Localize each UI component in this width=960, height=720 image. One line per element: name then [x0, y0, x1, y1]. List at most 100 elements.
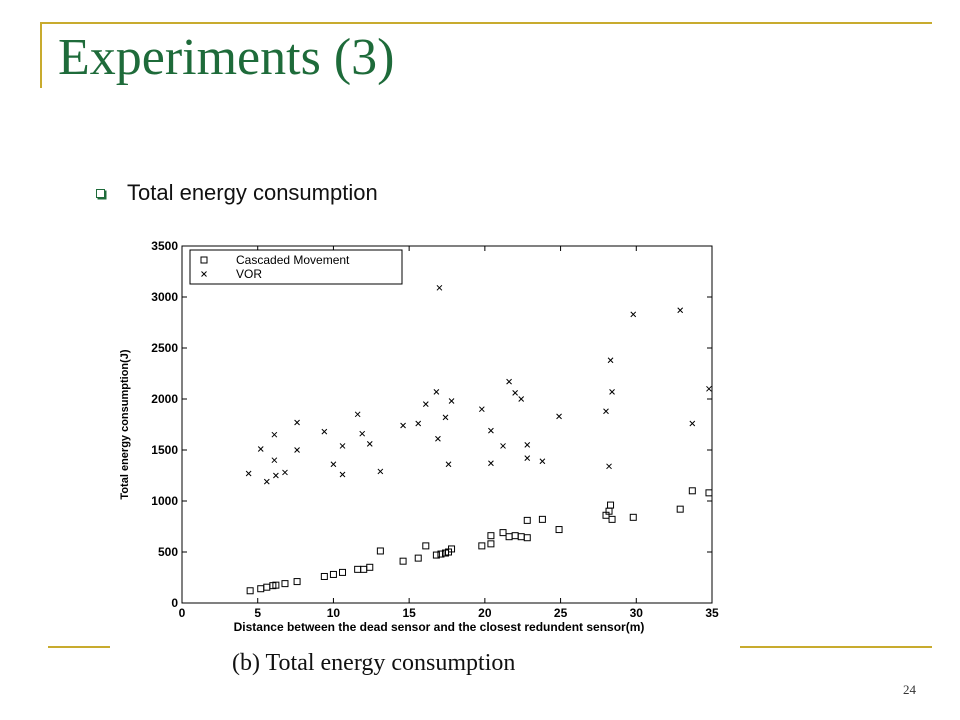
- y-tick-label: 1000: [151, 494, 178, 508]
- data-point-cascaded: [339, 568, 347, 576]
- page-number: 24: [903, 682, 916, 697]
- data-point-cascaded: [366, 563, 374, 571]
- scatter-chart: 0 5 10 15 20 25 30 35 0 500 1000 1500 2000 2500 3000 35…: [110, 228, 740, 680]
- data-point-vor: [273, 472, 279, 479]
- data-point-cascaded: [487, 540, 495, 548]
- legend-box: [189, 249, 403, 285]
- data-point-cascaded: [478, 542, 486, 550]
- data-point-cascaded: [354, 565, 362, 573]
- legend-label: Cascaded Movement: [236, 253, 350, 267]
- data-point-cascaded: [257, 585, 265, 593]
- bottom-left-accent-line: [48, 646, 110, 648]
- data-point-cascaded: [523, 534, 531, 542]
- y-tick-label: 500: [158, 545, 178, 559]
- data-point-vor: [500, 443, 506, 449]
- legend-label: VOR: [236, 267, 262, 281]
- data-point-vor: [294, 419, 300, 426]
- data-point-cascaded: [688, 487, 696, 495]
- x-tick-label: 25: [554, 606, 568, 620]
- data-point-vor: [257, 446, 264, 452]
- data-point-cascaded: [246, 587, 254, 595]
- y-tick-label: 3000: [151, 290, 178, 304]
- data-point-vor: [435, 435, 441, 442]
- y-tick-label: 1500: [151, 443, 178, 457]
- x-axis-label: Distance between the dead sensor and the…: [234, 620, 645, 634]
- data-point-vor: [512, 390, 518, 396]
- plot-frame: [181, 245, 713, 604]
- data-point-cascaded: [281, 580, 289, 588]
- data-point-vor: [488, 460, 494, 467]
- data-point-vor: [271, 457, 278, 464]
- data-point-cascaded: [511, 532, 519, 540]
- data-point-vor: [445, 461, 452, 468]
- bullet-item: Total energy consumption: [96, 180, 378, 206]
- x-tick-label: 5: [254, 606, 261, 620]
- data-point-vor: [706, 385, 712, 392]
- data-point-cascaded: [320, 572, 328, 580]
- data-point-vor: [539, 458, 546, 465]
- data-point-vor: [245, 470, 252, 477]
- data-point-cascaded: [607, 501, 615, 509]
- data-point-vor: [630, 311, 637, 318]
- data-point-vor: [609, 389, 615, 395]
- data-point-vor: [607, 357, 614, 364]
- data-point-vor: [339, 471, 346, 478]
- top-accent-line: [40, 22, 932, 24]
- data-point-cascaded: [705, 489, 713, 497]
- y-tick-label: 0: [171, 596, 178, 610]
- data-point-cascaded: [422, 542, 430, 550]
- data-point-vor: [603, 408, 609, 415]
- x-tick-label: 20: [478, 606, 492, 620]
- data-point-vor: [556, 413, 562, 420]
- data-point-vor: [354, 411, 361, 418]
- data-point-cascaded: [329, 570, 337, 578]
- data-point-cascaded: [414, 554, 422, 562]
- data-point-vor: [442, 414, 449, 421]
- y-axis-label: Total energy consumption(J): [119, 349, 131, 499]
- chart-svg: 0 5 10 15 20 25 30 35 0 500 1000 1500 2000 2500 3000 35…: [119, 239, 719, 634]
- data-point-cascaded: [376, 547, 384, 555]
- data-point-vor: [263, 478, 270, 485]
- data-point-vor: [433, 389, 440, 395]
- data-point-cascaded: [432, 551, 440, 559]
- data-point-cascaded: [517, 533, 525, 541]
- data-point-cascaded: [608, 515, 616, 523]
- data-point-cascaded: [499, 529, 507, 537]
- data-point-vor: [606, 463, 612, 470]
- data-point-vor: [400, 422, 406, 429]
- data-point-cascaded: [360, 565, 368, 573]
- data-point-cascaded: [399, 557, 407, 565]
- data-point-cascaded: [487, 532, 495, 540]
- data-point-vor: [677, 307, 684, 314]
- data-point-cascaded: [676, 505, 684, 513]
- data-point-cascaded: [505, 533, 513, 541]
- y-tick-label: 2500: [151, 341, 178, 355]
- y-tick-label: 2000: [151, 392, 178, 406]
- data-point-cascaded: [555, 526, 563, 534]
- data-point-cascaded: [629, 513, 637, 521]
- data-point-cascaded: [263, 583, 271, 591]
- data-point-vor: [436, 284, 443, 291]
- data-point-vor: [330, 461, 337, 468]
- data-point-vor: [282, 469, 288, 476]
- data-point-vor: [478, 406, 485, 413]
- x-tick-label: 30: [630, 606, 644, 620]
- data-point-vor: [524, 442, 531, 448]
- data-point-vor: [422, 401, 429, 407]
- x-tick-label: 10: [327, 606, 341, 620]
- data-point-vor: [448, 398, 455, 404]
- data-point-vor: [518, 396, 525, 402]
- slide-title: Experiments (3): [58, 29, 395, 86]
- data-point-vor: [339, 443, 346, 449]
- bullet-text: Total energy consumption: [127, 180, 378, 205]
- data-point-cascaded: [523, 516, 531, 524]
- data-point-vor: [689, 420, 696, 427]
- data-point-cascaded: [200, 256, 208, 264]
- data-point-cascaded: [538, 515, 546, 523]
- data-point-vor: [366, 441, 373, 447]
- bottom-right-accent-line: [736, 646, 932, 648]
- x-tick-label: 35: [705, 606, 719, 620]
- figure-caption: (b) Total energy consumption: [232, 650, 516, 676]
- data-point-vor: [506, 378, 512, 385]
- data-point-vor: [377, 468, 384, 475]
